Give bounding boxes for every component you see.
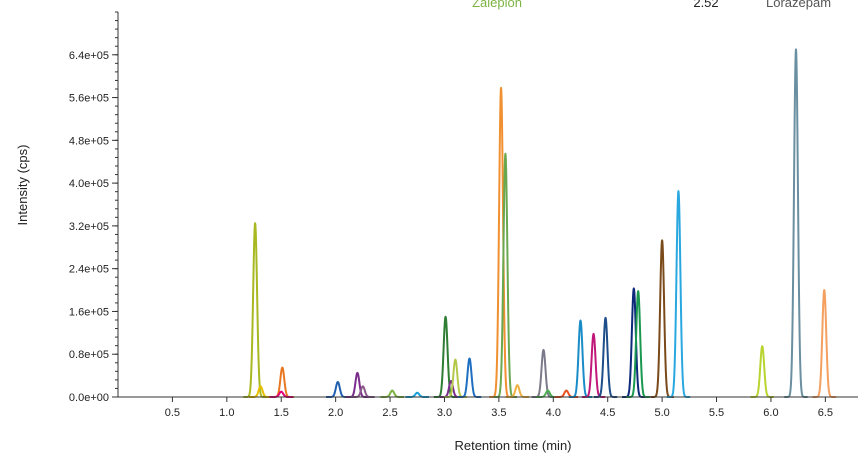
- x-axis-ticks: 0.5 1.0 1.5 2.0 2.5 3.0 3.5 4.0 4.5 5.0 5.5 6.0 6.5: [165, 397, 833, 419]
- y-tick-label: 4.0e+05: [69, 178, 109, 190]
- peak-series-17: [531, 348, 556, 398]
- y-axis-ticks: 0.0e+00 0.8e+05 1.6e+05 2.4e+05 3.2e+05 4.0e+…: [69, 11, 118, 404]
- peak-series-16: [504, 384, 530, 398]
- peak-series-10: [433, 315, 459, 398]
- peak-series-25: [649, 239, 675, 398]
- y-tick-label: 6.4e+05: [69, 50, 109, 62]
- y-tick-label: 4.8e+05: [69, 135, 109, 147]
- x-tick-label: 3.0: [437, 407, 452, 419]
- top-label-row: Zaleplon 2.52 Lorazepam: [472, 0, 831, 10]
- peak-series-13: [457, 357, 482, 398]
- x-tick-label: 4.5: [600, 407, 615, 419]
- x-tick-label: 3.5: [491, 407, 506, 419]
- x-tick-label: 6.5: [818, 407, 833, 419]
- y-tick-label: 1.6e+05: [69, 306, 109, 318]
- top-label-3: Lorazepam: [766, 0, 831, 10]
- y-tick-label: 2.4e+05: [69, 264, 109, 276]
- peak-series-27: [749, 345, 775, 398]
- x-tick-label: 2.0: [328, 407, 343, 419]
- top-label-2: 2.52: [693, 0, 718, 10]
- y-tick-label: 0.0e+00: [69, 392, 109, 404]
- peak-series-5: [325, 381, 351, 398]
- plot-area: [242, 48, 837, 398]
- top-label-1: Zaleplon: [472, 0, 522, 10]
- y-axis-title: Intensity (cps): [15, 145, 30, 226]
- x-tick-label: 4.0: [546, 407, 561, 419]
- x-tick-label: 2.5: [382, 407, 397, 419]
- peak-series-28: [783, 48, 809, 398]
- peak-series-9: [404, 391, 430, 398]
- peak-series-26: [665, 190, 691, 398]
- x-tick-label: 1.0: [219, 407, 234, 419]
- y-tick-label: 3.2e+05: [69, 221, 109, 233]
- peak-series-8: [379, 389, 405, 398]
- x-tick-label: 1.5: [274, 407, 289, 419]
- x-tick-label: 0.5: [165, 407, 180, 419]
- x-tick-label: 5.0: [654, 407, 669, 419]
- x-tick-label: 6.0: [763, 407, 778, 419]
- y-tick-label: 0.8e+05: [69, 349, 109, 361]
- x-tick-label: 5.5: [709, 407, 724, 419]
- peak-series-29: [811, 289, 837, 398]
- peak-series-20: [568, 319, 593, 398]
- y-tick-label: 5.6e+05: [69, 93, 109, 105]
- peak-series-1: [242, 222, 268, 398]
- series-layer: [242, 48, 837, 398]
- peak-series-12: [442, 358, 468, 398]
- peak-series-4: [268, 390, 294, 398]
- x-axis-title: Retention time (min): [454, 438, 571, 453]
